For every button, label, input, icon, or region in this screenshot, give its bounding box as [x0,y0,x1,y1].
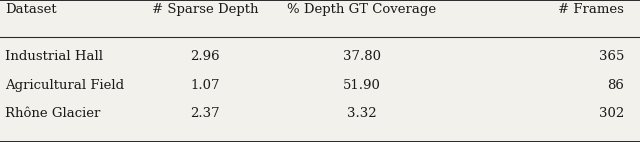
Text: # Frames: # Frames [558,3,624,16]
Text: 37.80: 37.80 [342,50,381,63]
Text: 2.96: 2.96 [190,50,220,63]
Text: 302: 302 [599,107,624,120]
Text: % Depth GT Coverage: % Depth GT Coverage [287,3,436,16]
Text: 1.07: 1.07 [190,79,220,92]
Text: 2.37: 2.37 [190,107,220,120]
Text: 365: 365 [598,50,624,63]
Text: 51.90: 51.90 [342,79,381,92]
Text: # Sparse Depth: # Sparse Depth [152,3,258,16]
Text: 86: 86 [607,79,624,92]
Text: Rhône Glacier: Rhône Glacier [5,107,100,120]
Text: Dataset: Dataset [5,3,57,16]
Text: Agricultural Field: Agricultural Field [5,79,124,92]
Text: 3.32: 3.32 [347,107,376,120]
Text: Industrial Hall: Industrial Hall [5,50,103,63]
